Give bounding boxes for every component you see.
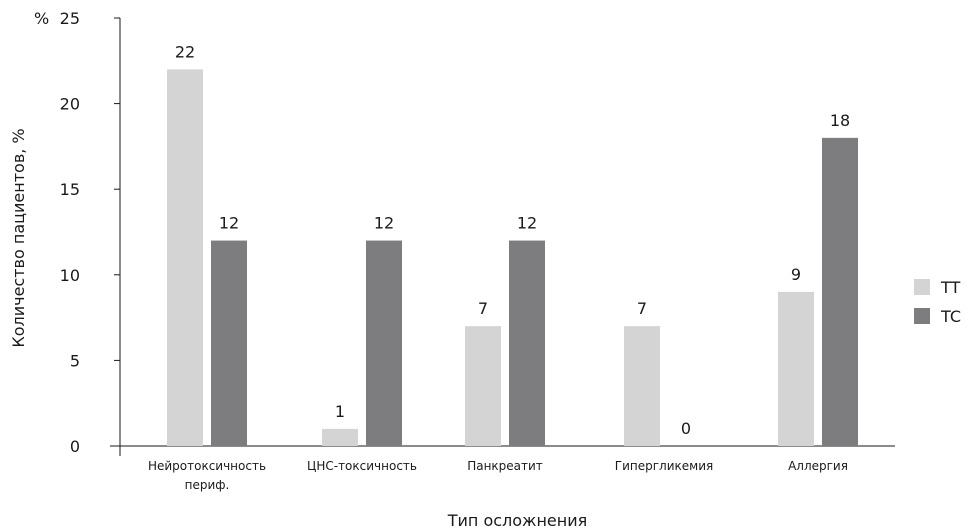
category-label: Панкреатит xyxy=(467,459,543,473)
bar-tt xyxy=(465,326,501,446)
data-label: 18 xyxy=(830,111,850,130)
category-label: Гипергликемия xyxy=(615,459,713,473)
bar-tc xyxy=(509,240,545,446)
category-label: периф. xyxy=(185,478,230,492)
x-axis-title: Тип осложнения xyxy=(447,511,588,530)
data-label: 7 xyxy=(478,299,488,318)
data-label: 0 xyxy=(681,419,691,438)
legend-swatch xyxy=(914,308,930,324)
data-label: 12 xyxy=(374,214,394,233)
y-axis-title: Количество пациентов, % xyxy=(9,128,28,347)
bar-tc xyxy=(366,240,402,446)
legend-label: TT xyxy=(940,278,960,297)
y-tick-label: 15 xyxy=(60,180,80,199)
y-unit-label: % xyxy=(34,9,49,28)
category-label: ЦНС-токсичность xyxy=(307,459,417,473)
bar-tt xyxy=(167,69,203,447)
y-tick-label: 20 xyxy=(60,95,80,114)
data-label: 12 xyxy=(517,214,537,233)
y-tick-label: 25 xyxy=(60,9,80,28)
bar-tc xyxy=(211,240,247,446)
bar-tc xyxy=(822,137,858,446)
bar-tt xyxy=(624,326,660,446)
data-label: 22 xyxy=(175,42,195,61)
y-tick-label: 5 xyxy=(70,351,80,370)
category-label: Аллергия xyxy=(788,459,848,473)
legend-label: TC xyxy=(940,307,961,326)
data-label: 9 xyxy=(791,265,801,284)
data-label: 7 xyxy=(637,299,647,318)
legend-swatch xyxy=(914,279,930,295)
bar-tt xyxy=(322,428,358,446)
category-label: Нейротоксичность xyxy=(148,459,266,473)
data-label: 12 xyxy=(219,214,239,233)
bar-tt xyxy=(778,291,814,446)
data-label: 1 xyxy=(335,402,345,421)
y-tick-label: 10 xyxy=(60,266,80,285)
y-tick-label: 0 xyxy=(70,437,80,456)
